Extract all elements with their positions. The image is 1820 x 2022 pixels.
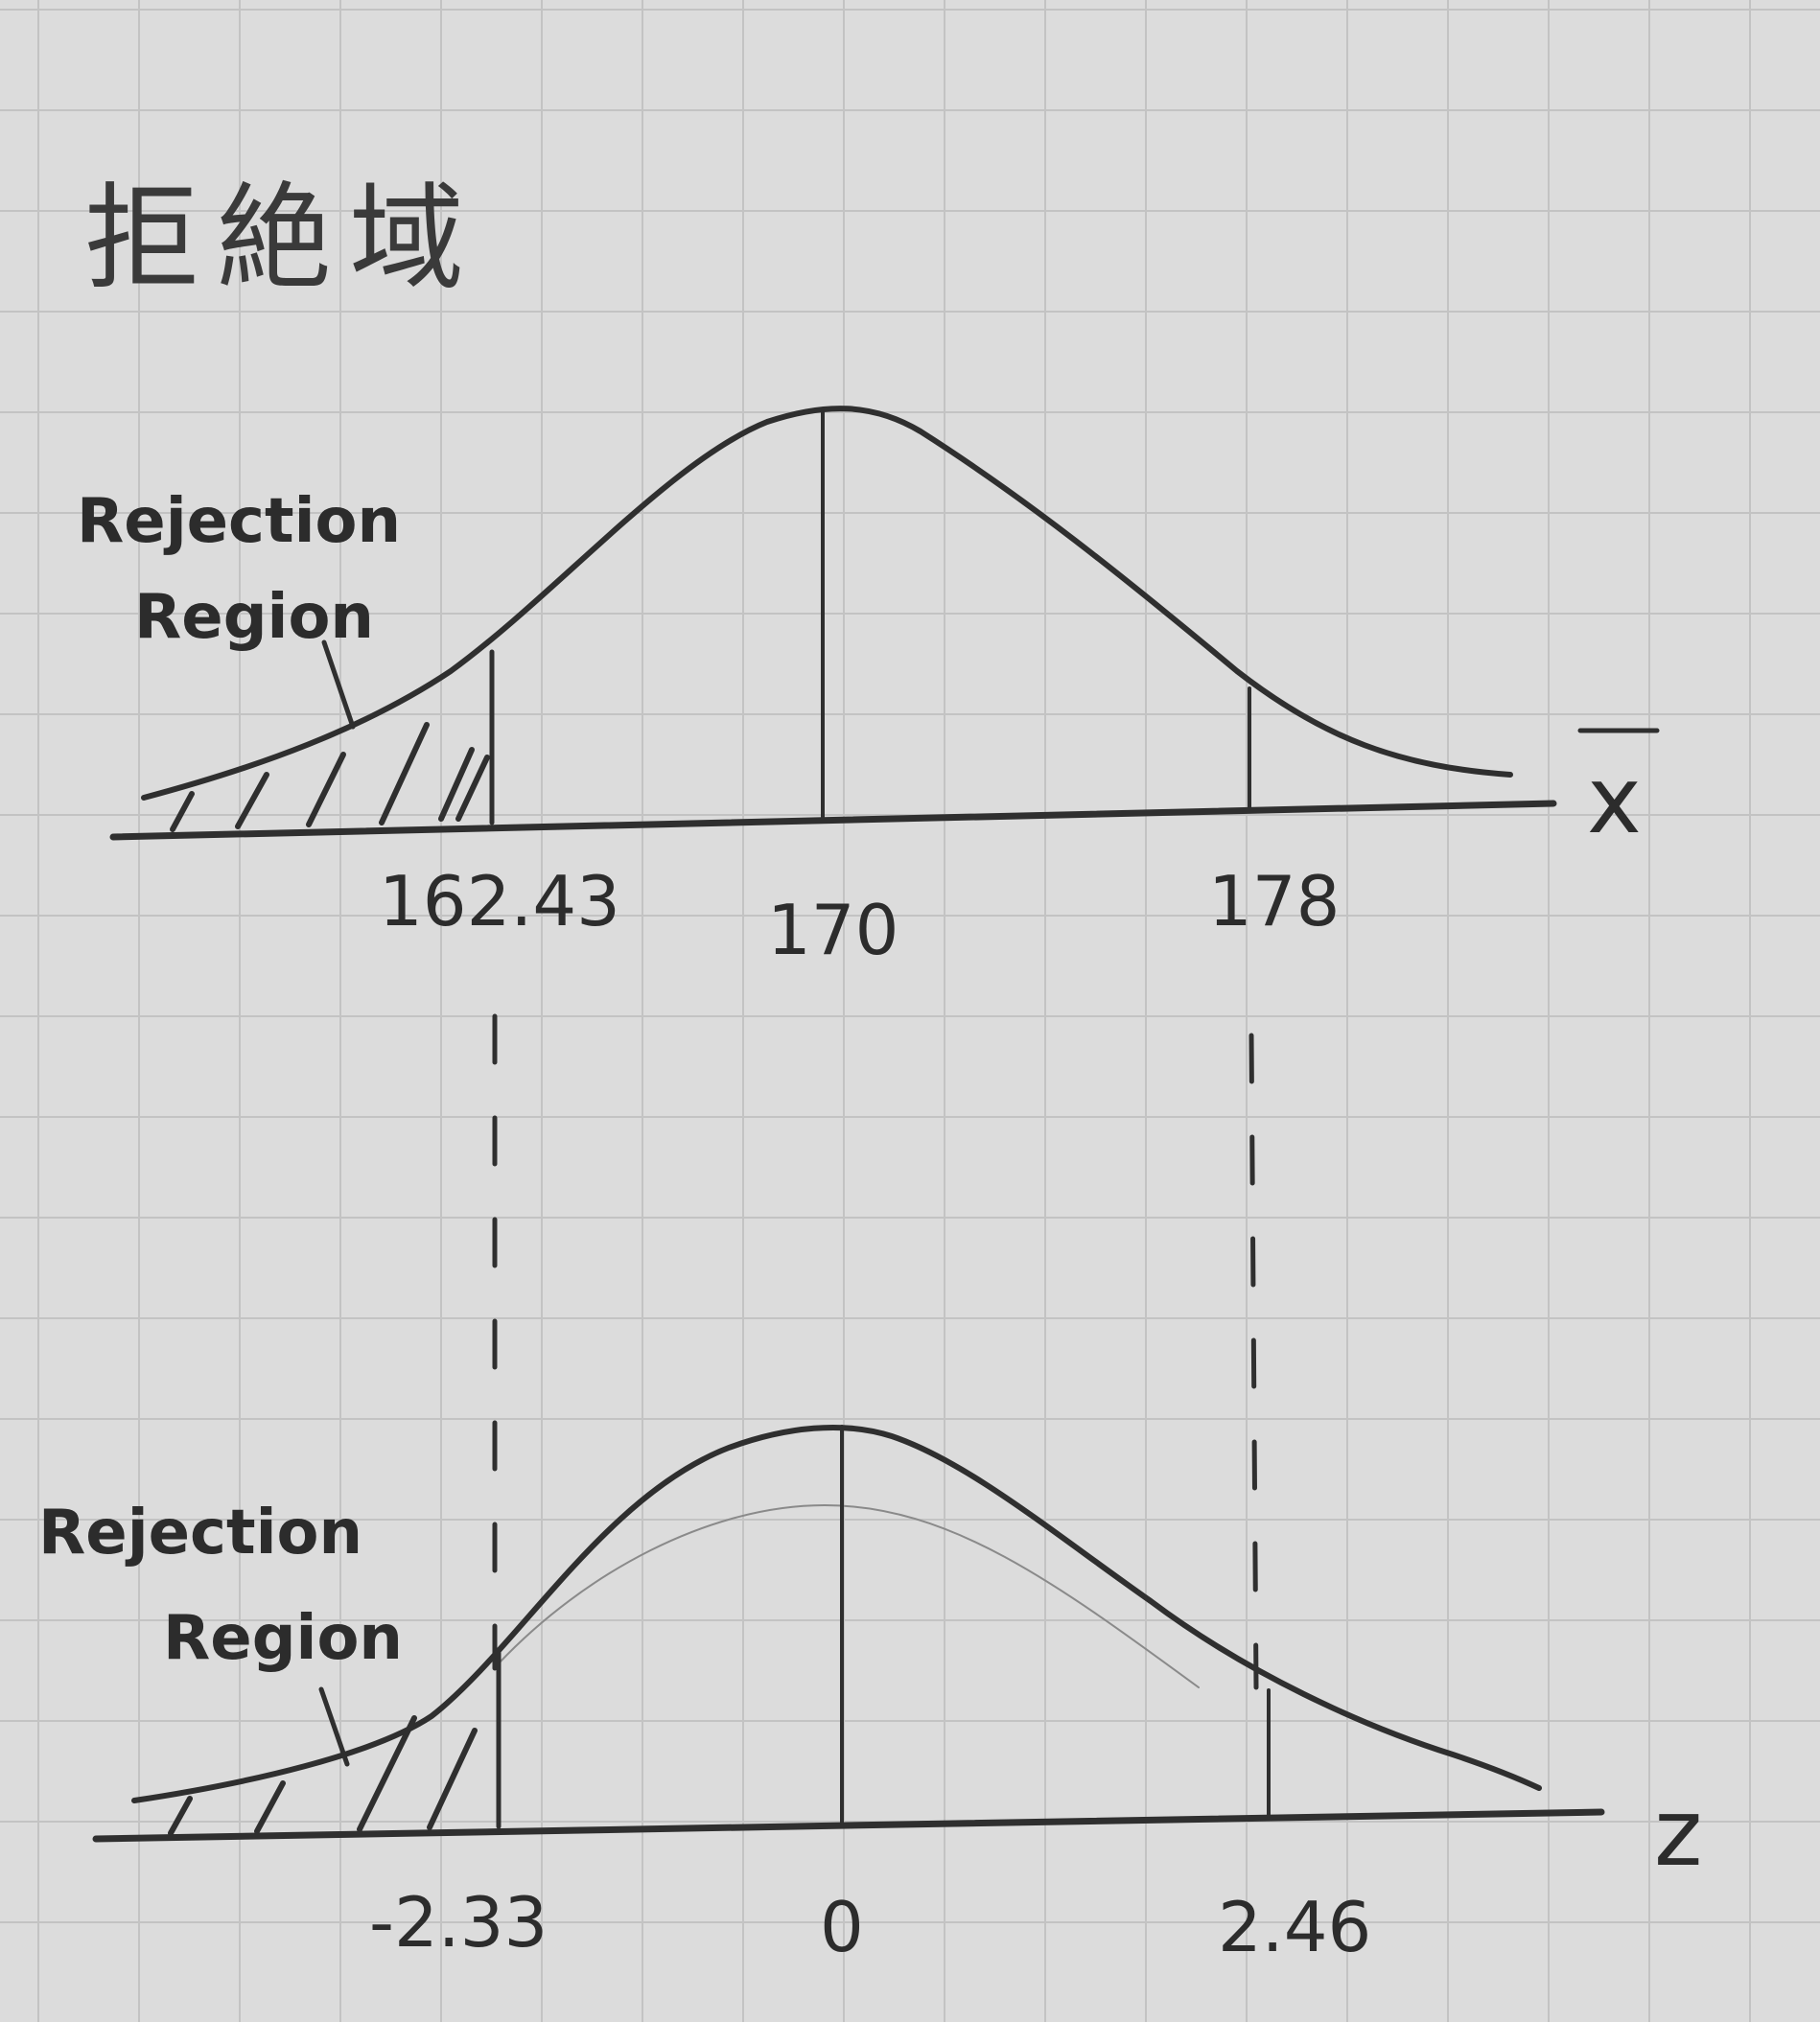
top-rejection-label-line1: Rejection bbox=[77, 486, 401, 557]
top-density-curve bbox=[141, 406, 1513, 801]
bottom-rejection-hatch bbox=[168, 1715, 478, 1836]
top-tick-critical: 162.43 bbox=[379, 861, 620, 941]
bottom-tick-mean: 0 bbox=[820, 1887, 864, 1967]
top-plot bbox=[109, 406, 1557, 841]
observed-connector bbox=[1248, 1033, 1259, 1690]
top-tick-mean: 170 bbox=[767, 890, 898, 970]
title: 拒絶域 bbox=[84, 173, 481, 306]
top-tick-observed: 178 bbox=[1208, 861, 1340, 941]
top-axis-line bbox=[109, 800, 1557, 841]
top-rejection-label-line2: Region bbox=[134, 582, 374, 653]
bottom-tick-observed: 2.46 bbox=[1218, 1887, 1371, 1967]
top-rejection-hatch bbox=[170, 722, 490, 832]
top-axis-variable: x bbox=[1587, 747, 1642, 854]
bottom-axis-line bbox=[92, 1808, 1605, 1843]
bottom-rejection-label-line2: Region bbox=[163, 1603, 403, 1674]
bottom-density-curve bbox=[131, 1425, 1542, 1803]
dashed-connectors bbox=[492, 1013, 1259, 1690]
bottom-sketch-curve bbox=[498, 1503, 1200, 1688]
bottom-axis-variable: z bbox=[1654, 1779, 1702, 1887]
bottom-plot bbox=[92, 1425, 1605, 1843]
bottom-rejection-label-line1: Rejection bbox=[38, 1498, 362, 1569]
bottom-tick-critical: -2.33 bbox=[369, 1882, 548, 1963]
bottom-label-pointer bbox=[318, 1686, 350, 1767]
top-label-pointer bbox=[321, 639, 356, 730]
